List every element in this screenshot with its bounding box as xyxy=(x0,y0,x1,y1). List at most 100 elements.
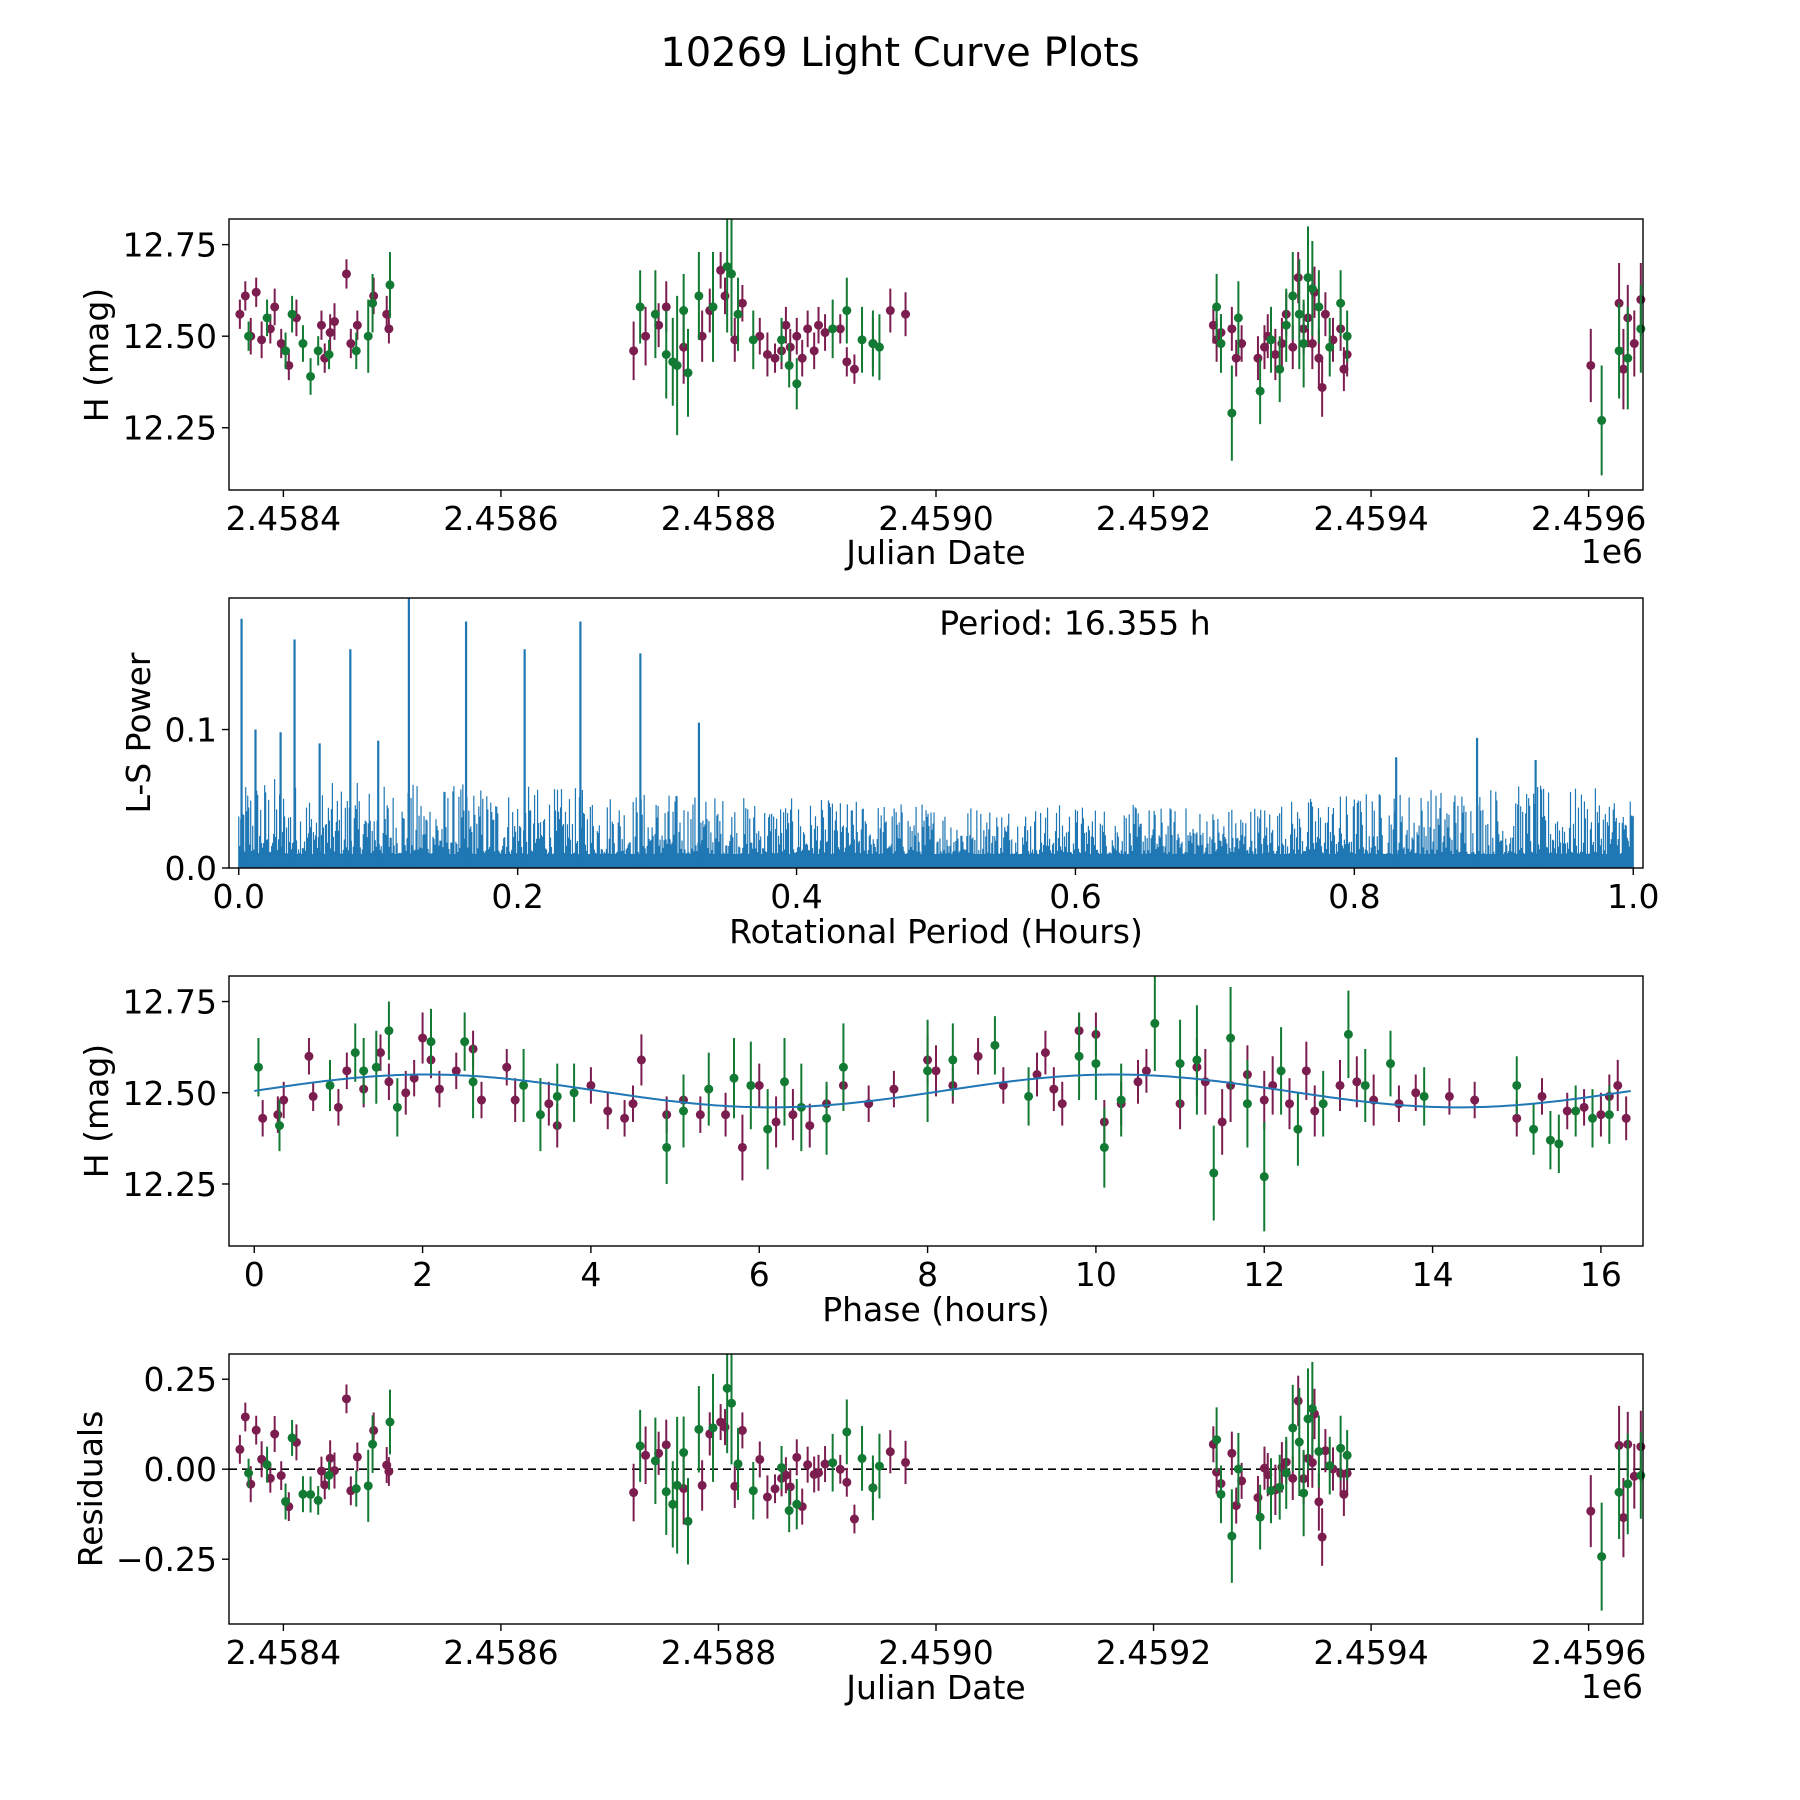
data-point xyxy=(661,350,671,359)
x-tick-label: 2.4596 xyxy=(1531,499,1646,538)
data-point xyxy=(729,1073,739,1083)
data-point xyxy=(650,1456,660,1466)
data-point xyxy=(1150,1018,1160,1028)
data-point xyxy=(820,328,830,338)
data-point xyxy=(849,1514,859,1524)
data-point xyxy=(781,320,791,330)
data-point xyxy=(251,1425,261,1435)
data-point xyxy=(784,1506,794,1516)
data-point xyxy=(330,317,340,327)
lightcurve-ylabel: H (mag) xyxy=(77,288,116,422)
data-point xyxy=(809,346,819,356)
data-point xyxy=(262,1460,272,1470)
data-point xyxy=(434,1084,444,1094)
x-tick-label: 14 xyxy=(1412,1255,1454,1294)
data-point xyxy=(544,1099,554,1109)
data-point xyxy=(792,331,802,341)
periodogram-ylabel: L-S Power xyxy=(119,652,158,813)
data-point xyxy=(1255,1512,1265,1522)
data-point xyxy=(1263,1470,1273,1480)
data-point xyxy=(770,1484,780,1494)
data-point xyxy=(1259,1095,1269,1105)
data-point xyxy=(1242,1099,1252,1109)
data-point xyxy=(384,1467,394,1477)
data-point xyxy=(781,1470,791,1480)
data-point xyxy=(1579,1102,1589,1112)
y-tick-label: −0.25 xyxy=(116,1540,217,1579)
lightcurve-xlabel: Julian Date xyxy=(844,533,1026,572)
x-tick-label: 16 xyxy=(1580,1255,1622,1294)
data-point xyxy=(409,1073,419,1083)
data-point xyxy=(1231,353,1241,363)
data-point xyxy=(770,353,780,363)
data-point xyxy=(1281,1468,1291,1478)
x-tick-label: 2.4590 xyxy=(878,1633,993,1672)
data-point xyxy=(889,1084,899,1094)
data-point xyxy=(1303,1414,1313,1424)
data-point xyxy=(333,1102,343,1112)
x-tick-label: 0.4 xyxy=(770,877,822,916)
data-point xyxy=(1032,1070,1042,1080)
x-tick-label: 2.4596 xyxy=(1531,1633,1646,1672)
data-point xyxy=(1293,1396,1303,1406)
data-point xyxy=(1597,1552,1607,1562)
x-tick-label: 1.0 xyxy=(1607,877,1659,916)
data-point xyxy=(1618,1513,1628,1523)
data-point xyxy=(780,1077,789,1087)
data-point xyxy=(477,1095,486,1105)
x-tick-label: 0.0 xyxy=(213,877,265,916)
data-point xyxy=(661,1487,671,1497)
data-point xyxy=(1299,339,1309,349)
data-point xyxy=(363,1481,373,1491)
data-point xyxy=(737,1425,747,1435)
data-point xyxy=(273,1110,283,1120)
data-point xyxy=(308,1091,318,1101)
data-point xyxy=(1314,353,1324,363)
data-point xyxy=(1314,1446,1324,1456)
data-point xyxy=(401,1088,411,1098)
data-point xyxy=(763,1124,773,1134)
data-point xyxy=(1285,1099,1294,1109)
y-tick-label: 12.75 xyxy=(123,226,217,265)
x-tick-label: 2.4594 xyxy=(1313,499,1428,538)
data-point xyxy=(251,287,261,297)
data-point xyxy=(1360,1080,1370,1090)
data-point xyxy=(1276,1066,1286,1076)
data-point xyxy=(384,1077,394,1087)
data-point xyxy=(990,1040,1000,1050)
data-point xyxy=(874,342,884,352)
residuals-axes-frame xyxy=(228,1353,1644,1625)
residuals-xlabel: Julian Date xyxy=(844,1668,1026,1707)
data-point xyxy=(1208,320,1218,330)
data-point xyxy=(792,1499,802,1509)
data-point xyxy=(1288,291,1298,301)
y-tick-label: 12.75 xyxy=(123,983,217,1022)
data-point xyxy=(369,291,379,301)
data-point xyxy=(784,360,794,370)
data-point xyxy=(535,1110,545,1120)
data-point xyxy=(704,1084,714,1094)
data-point xyxy=(1307,339,1317,349)
data-point xyxy=(1281,320,1291,330)
data-point xyxy=(316,1466,326,1476)
data-point xyxy=(755,1454,765,1464)
data-point xyxy=(351,346,361,356)
data-point xyxy=(1335,1080,1345,1090)
data-point xyxy=(368,1439,378,1449)
periodogram-annotation: Period: 16.355 h xyxy=(939,604,1210,643)
data-point xyxy=(262,313,272,323)
x-tick-label: 2.4586 xyxy=(443,1633,558,1672)
lightcurve-x-offset: 1e6 xyxy=(1581,532,1643,571)
data-point xyxy=(1293,273,1303,283)
data-point xyxy=(716,265,726,275)
data-point xyxy=(1586,360,1596,370)
data-point xyxy=(1057,1099,1067,1109)
x-tick-label: 2.4594 xyxy=(1313,1633,1428,1672)
data-point xyxy=(777,335,787,345)
data-point xyxy=(1320,309,1330,319)
y-tick-label: 0.00 xyxy=(144,1450,217,1489)
data-point xyxy=(1613,1080,1623,1090)
data-point xyxy=(298,339,308,349)
data-point xyxy=(1307,284,1317,294)
data-point xyxy=(1394,1099,1404,1109)
